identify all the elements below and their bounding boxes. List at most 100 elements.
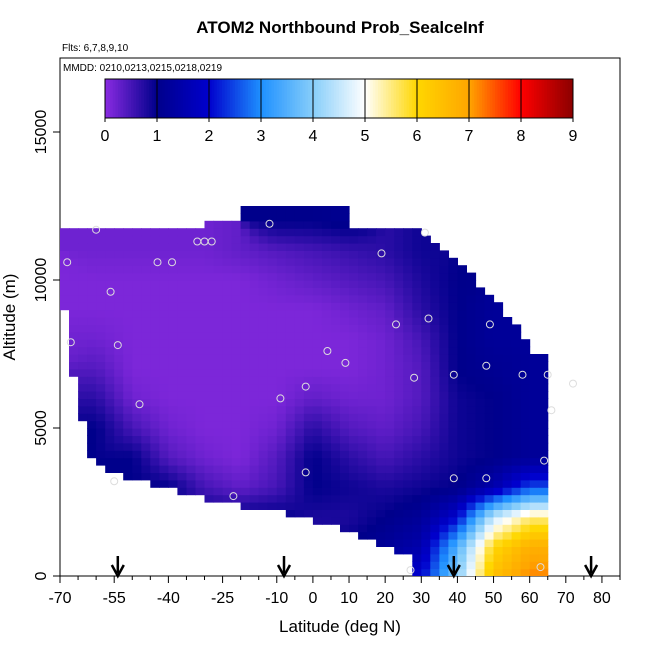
heatmap-cell	[258, 257, 269, 266]
heatmap-cell	[484, 309, 495, 318]
colorbar-segment	[128, 79, 132, 118]
heatmap-cell	[421, 287, 431, 296]
heatmap-cell	[78, 346, 88, 355]
heatmap-cell	[258, 450, 269, 459]
heatmap-cell	[340, 317, 350, 325]
heatmap-cell	[249, 442, 260, 451]
heatmap-cell	[303, 435, 314, 444]
heatmap-cell	[502, 502, 513, 510]
heatmap-cell	[267, 331, 278, 340]
heatmap-cell	[385, 405, 395, 414]
heatmap-cell	[349, 228, 359, 237]
heatmap-cell	[331, 442, 341, 451]
heatmap-cell	[421, 553, 431, 562]
heatmap-cell	[231, 450, 242, 459]
heatmap-cell	[60, 250, 70, 259]
heatmap-cell	[276, 294, 287, 303]
y-axis-label: Altitude (m)	[0, 274, 19, 361]
heatmap-cell	[502, 479, 513, 488]
heatmap-cell	[312, 280, 323, 288]
heatmap-cell	[385, 450, 395, 459]
heatmap-cell	[502, 398, 513, 407]
heatmap-cell	[358, 257, 368, 266]
heatmap-cell	[141, 457, 151, 466]
heatmap-cell	[457, 376, 467, 385]
heatmap-cell	[412, 465, 422, 473]
heatmap-cell	[276, 265, 287, 274]
heatmap-cell	[132, 472, 142, 481]
heatmap-cell	[276, 428, 287, 436]
colorbar-segment	[349, 79, 353, 118]
heatmap-cell	[231, 339, 242, 348]
colorbar-segment	[170, 79, 174, 118]
heatmap-cell	[141, 428, 151, 436]
heatmap-cell	[430, 324, 440, 333]
heatmap-cell	[538, 368, 549, 377]
colorbar-segment	[495, 79, 499, 118]
heatmap-cell	[213, 435, 224, 444]
heatmap-cell	[204, 228, 215, 237]
heatmap-cell	[376, 391, 386, 399]
heatmap-cell	[231, 368, 242, 377]
heatmap-cell	[448, 494, 458, 503]
heatmap-cell	[114, 435, 124, 444]
heatmap-cell	[439, 487, 449, 496]
heatmap-cell	[285, 435, 296, 444]
colorbar-segment	[435, 79, 439, 118]
heatmap-cell	[150, 257, 160, 266]
heatmap-cell	[421, 539, 431, 547]
heatmap-cell	[403, 428, 413, 436]
heatmap-cell	[159, 457, 169, 466]
heatmap-cell	[394, 546, 404, 555]
heatmap-cell	[231, 354, 242, 362]
heatmap-cell	[267, 435, 278, 444]
heatmap-cell	[204, 428, 215, 436]
heatmap-cell	[168, 472, 178, 481]
heatmap-cell	[511, 405, 522, 414]
heatmap-cell	[367, 339, 377, 348]
heatmap-cell	[430, 294, 440, 303]
heatmap-cell	[538, 531, 549, 540]
heatmap-cell	[484, 435, 495, 444]
heatmap-cell	[294, 331, 305, 340]
heatmap-cell	[303, 346, 314, 355]
heatmap-cell	[538, 457, 549, 466]
heatmap-cell	[484, 413, 495, 422]
heatmap-cell	[213, 428, 224, 436]
heatmap-cell	[403, 243, 413, 251]
heatmap-cell	[231, 428, 242, 436]
heatmap-cell	[69, 302, 79, 311]
heatmap-cell	[303, 391, 314, 399]
heatmap-cell	[285, 509, 296, 518]
heatmap-cell	[204, 302, 215, 311]
heatmap-cell	[358, 368, 368, 377]
heatmap-cell	[141, 235, 151, 244]
colorbar-segment	[320, 79, 324, 118]
heatmap-cell	[439, 302, 449, 311]
heatmap-cell	[186, 287, 197, 296]
heatmap-cell	[132, 405, 142, 414]
heatmap-cell	[466, 509, 477, 518]
heatmap-cell	[294, 228, 305, 237]
heatmap-cell	[240, 383, 251, 392]
heatmap-cell	[439, 502, 449, 510]
colorbar-segment	[404, 79, 408, 118]
heatmap-cell	[123, 442, 133, 451]
heatmap-cell	[204, 472, 215, 481]
colorbar-segment	[445, 79, 449, 118]
heatmap-cell	[186, 235, 197, 244]
heatmap-cell	[258, 339, 269, 348]
colorbar-segment	[359, 79, 363, 118]
heatmap-cell	[493, 516, 504, 525]
heatmap-cell	[321, 324, 332, 333]
heatmap-cell	[105, 235, 115, 244]
heatmap-cell	[502, 420, 513, 429]
heatmap-cell	[132, 331, 142, 340]
heatmap-cell	[358, 531, 368, 540]
heatmap-cell	[177, 435, 187, 444]
colorbar-segment	[443, 79, 447, 118]
heatmap-cell	[312, 502, 323, 510]
heatmap-cell	[303, 287, 314, 296]
heatmap-cell	[367, 428, 377, 436]
heatmap-cell	[276, 228, 287, 237]
